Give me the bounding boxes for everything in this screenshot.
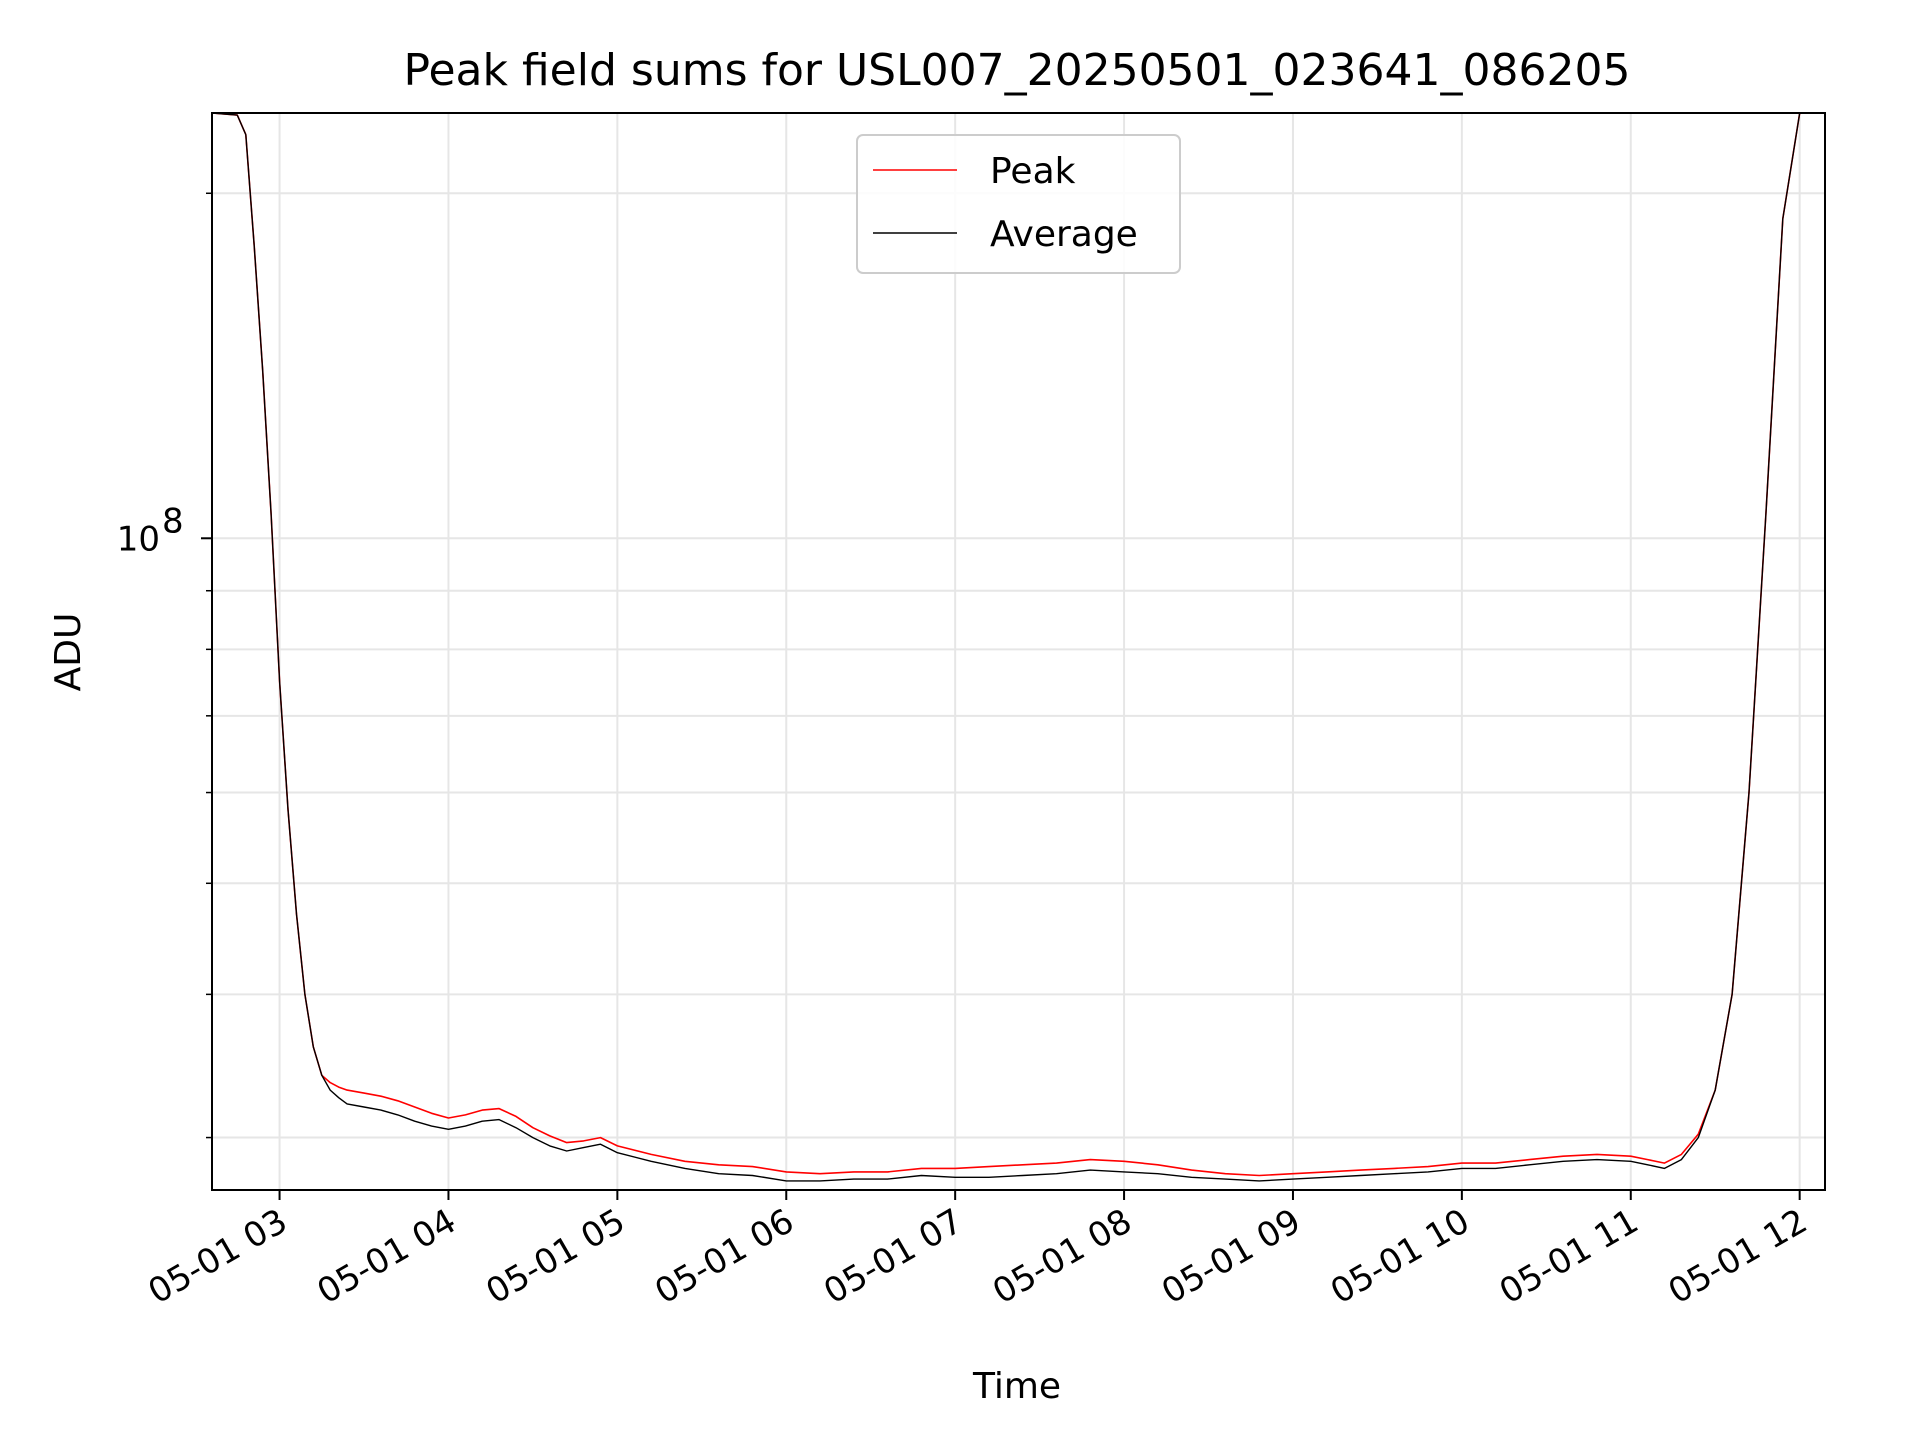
chart-title: Peak field sums for USL007_20250501_0236…: [404, 45, 1631, 96]
x-axis-label: Time: [972, 1366, 1061, 1407]
y-tick-label: 10: [117, 519, 160, 559]
series-lines: [211, 112, 1801, 1182]
plot-frame: [211, 112, 1826, 1191]
series-line-average: [211, 112, 1801, 1182]
legend-label-peak: Peak: [990, 151, 1076, 192]
legend: Peak Average: [856, 134, 1181, 274]
grid-lines: [212, 113, 1825, 1190]
series-line-peak: [211, 112, 1801, 1177]
legend-label-average: Average: [990, 214, 1138, 255]
y-axis-label: ADU: [48, 613, 89, 692]
y-tick-label-exponent: 8: [162, 501, 184, 541]
